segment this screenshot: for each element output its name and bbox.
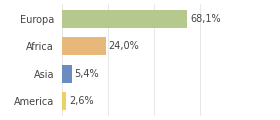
Text: 5,4%: 5,4% — [74, 69, 99, 79]
Text: 2,6%: 2,6% — [69, 96, 94, 106]
Bar — [62, 37, 106, 55]
Bar — [62, 65, 72, 83]
Bar — [62, 10, 187, 28]
Text: 68,1%: 68,1% — [190, 14, 221, 24]
Bar — [62, 92, 66, 110]
Text: 24,0%: 24,0% — [109, 41, 139, 51]
